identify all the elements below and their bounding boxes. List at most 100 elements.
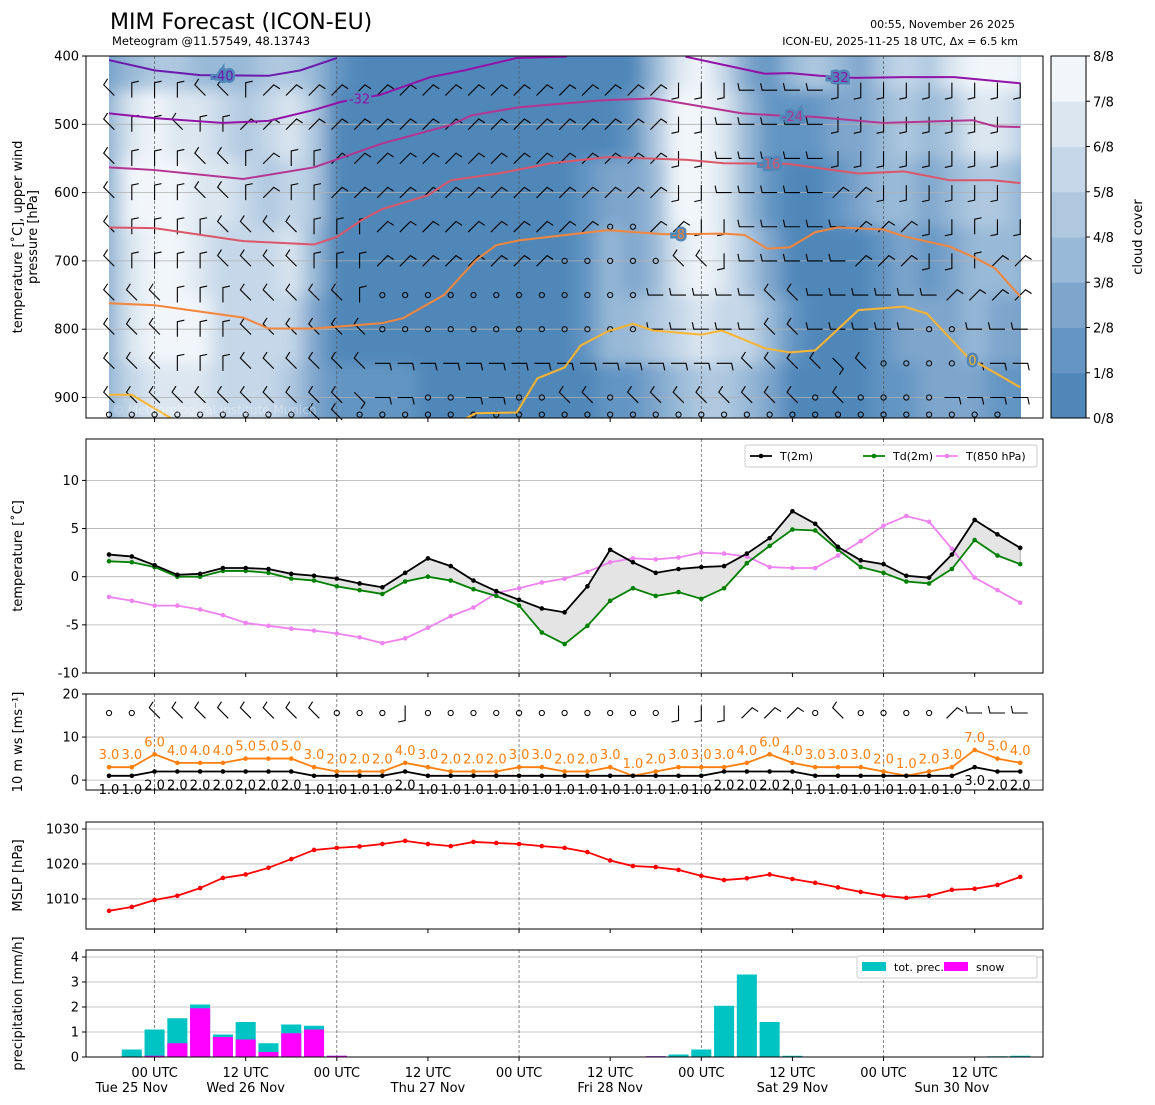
data-point xyxy=(288,571,294,577)
wind-barb xyxy=(148,385,161,404)
wind-barb xyxy=(154,148,162,166)
legend-label: snow xyxy=(976,961,1004,974)
wind-barb xyxy=(581,118,600,130)
cloud-cell xyxy=(689,363,714,418)
wind-barb xyxy=(222,319,231,337)
wind-barb xyxy=(626,385,639,404)
calm-wind-circle xyxy=(561,291,568,299)
data-label: 4.0 xyxy=(782,744,803,759)
wind-barb xyxy=(376,84,394,96)
data-point xyxy=(106,764,112,770)
x-tick-label: 00 UTC xyxy=(131,1066,177,1081)
wind-barb xyxy=(103,317,115,335)
calm-wind-circle xyxy=(561,326,568,333)
wind-barb xyxy=(194,180,206,199)
data-point xyxy=(380,584,385,590)
bar-snow xyxy=(326,1055,347,1057)
data-point xyxy=(152,562,157,568)
calm-wind-circle xyxy=(174,411,181,418)
data-point xyxy=(197,769,203,774)
data-point xyxy=(767,872,772,877)
wind-barb xyxy=(650,84,668,96)
data-point xyxy=(721,769,727,774)
isotherm-line xyxy=(109,57,338,77)
wind-barb xyxy=(445,220,463,233)
wind-barb xyxy=(398,705,406,723)
wind-barb xyxy=(313,148,322,166)
data-point xyxy=(471,769,476,774)
wind-barb xyxy=(786,283,799,301)
calm-wind-circle xyxy=(880,709,887,717)
wind-barb xyxy=(216,215,229,233)
wind-barb xyxy=(737,253,755,262)
data-label: 7.0 xyxy=(964,731,985,746)
wind-barb xyxy=(965,322,983,330)
data-point xyxy=(357,844,362,849)
data-point xyxy=(516,764,522,770)
cloud-cell xyxy=(188,363,213,418)
data-point xyxy=(493,769,499,774)
data-label: 2.0 xyxy=(873,752,894,767)
wind-barb xyxy=(262,385,275,404)
wind-barb xyxy=(397,362,415,371)
wind-barb xyxy=(805,287,823,296)
data-point xyxy=(357,587,362,593)
colorbar-band xyxy=(1051,56,1086,102)
wind-barb xyxy=(967,185,976,203)
data-point xyxy=(676,566,681,572)
wind-barb xyxy=(103,78,115,96)
calm-wind-circle xyxy=(515,291,523,299)
cloud-cell xyxy=(370,363,395,418)
wind-barb xyxy=(946,289,964,301)
data-label: 2.0 xyxy=(987,778,1008,793)
wind-barb xyxy=(900,254,918,267)
cloud-cell xyxy=(894,56,919,91)
data-point xyxy=(357,773,362,779)
wind-barb xyxy=(763,283,776,301)
x-tick-label: 00 UTC xyxy=(860,1066,906,1081)
x-day-label: Thu 27 Nov xyxy=(390,1081,466,1096)
bar-snow xyxy=(212,1037,233,1057)
data-point xyxy=(721,585,727,591)
wind-barb xyxy=(1014,289,1032,301)
data-label: 2.0 xyxy=(1010,778,1031,793)
wind-barb xyxy=(176,319,185,337)
cloud-cell xyxy=(553,56,577,91)
cloud-cell xyxy=(462,363,486,418)
wind-barb xyxy=(399,118,417,130)
wind-barb xyxy=(694,116,702,134)
data-point xyxy=(562,845,567,851)
y-tick-label: 0 xyxy=(71,1051,79,1066)
data-point xyxy=(607,547,613,553)
isotherm-label: -32 xyxy=(827,71,848,86)
calm-wind-circle xyxy=(561,709,568,717)
chart-subtitle: Meteogram @11.57549, 48.13743 xyxy=(112,34,310,48)
wind-barb xyxy=(737,185,755,194)
wind-barb xyxy=(467,220,486,233)
wind-barb xyxy=(330,317,343,335)
data-point xyxy=(607,773,613,779)
wind-barb xyxy=(763,317,776,335)
data-point xyxy=(790,769,795,774)
wind-barb xyxy=(831,701,844,719)
data-point xyxy=(585,569,590,575)
wind-barb xyxy=(399,186,417,199)
wind-barb xyxy=(199,251,208,269)
calm-wind-circle xyxy=(948,411,955,418)
wind-barb xyxy=(422,220,440,233)
wind-barb xyxy=(558,385,571,404)
wind-barb xyxy=(714,287,732,296)
bar-snow xyxy=(304,1029,325,1057)
data-point xyxy=(835,773,841,779)
cloud-cell xyxy=(667,56,691,91)
wind-barb xyxy=(694,705,702,723)
wind-barb xyxy=(103,180,115,199)
data-point xyxy=(1017,769,1023,774)
surface-wind-barbs xyxy=(105,701,1028,723)
wind-barb xyxy=(899,150,907,168)
wind-barb xyxy=(855,254,873,267)
data-point xyxy=(334,769,340,774)
data-point xyxy=(812,773,818,779)
data-point xyxy=(266,570,271,576)
wind-barb xyxy=(671,116,680,134)
